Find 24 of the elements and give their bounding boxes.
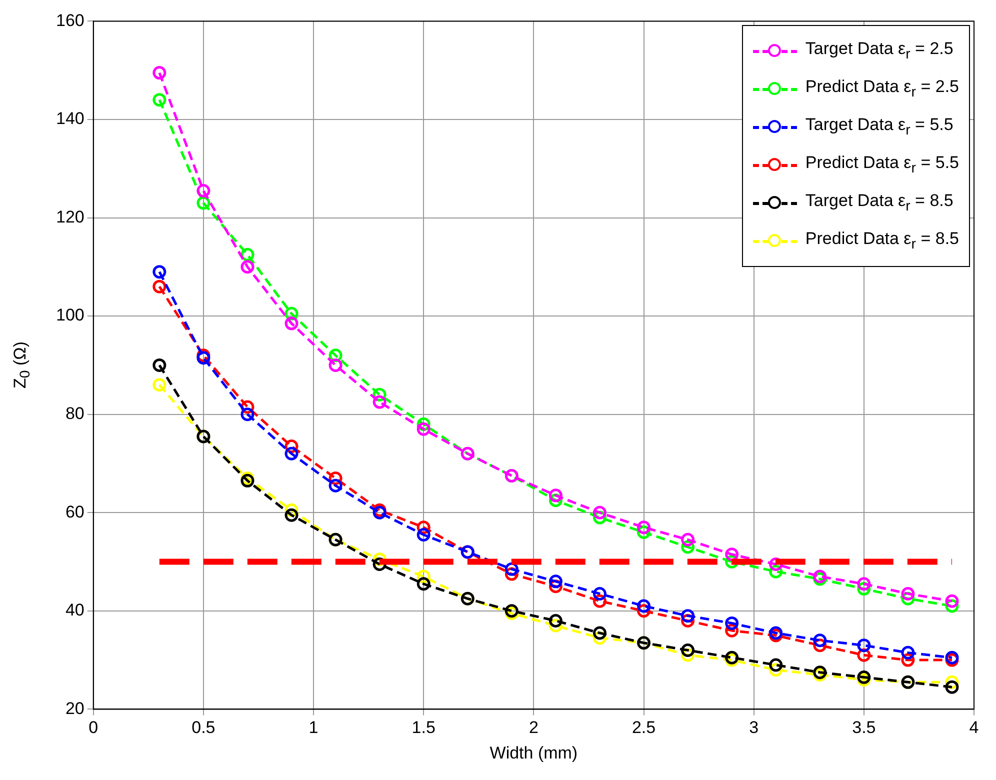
- legend-label: Target Data ε$_{r}$ = 8.5: [805, 191, 954, 215]
- y-tick-label: 160: [56, 10, 84, 30]
- legend-label: Predict Data ε$_{r}$ = 2.5: [805, 77, 959, 101]
- y-tick-label: 80: [65, 404, 84, 424]
- legend-label: Predict Data ε$_{r}$ = 8.5: [805, 229, 959, 253]
- x-tick-label: 3.5: [852, 718, 876, 738]
- y-tick-label: 140: [56, 109, 84, 128]
- x-tick-label: 2.5: [632, 718, 656, 738]
- x-tick-label: 1: [308, 718, 318, 738]
- x-tick-label: 0.5: [192, 718, 216, 738]
- x-tick-label: 4: [969, 718, 979, 738]
- y-tick-label: 120: [56, 207, 84, 226]
- y-tick-label: 20: [65, 698, 84, 718]
- x-tick-label: 1.5: [412, 718, 436, 738]
- legend-label: Target Data ε$_{r}$ = 5.5: [805, 115, 954, 139]
- x-tick-label: 0: [88, 718, 98, 738]
- y-tick-label: 60: [65, 502, 84, 522]
- x-tick-label: 3: [749, 718, 759, 738]
- y-tick-label: 100: [56, 306, 84, 325]
- y-tick-label: 40: [65, 600, 84, 620]
- x-axis-title: Width (mm): [490, 743, 578, 762]
- legend-label: Target Data ε$_{r}$ = 2.5: [805, 39, 954, 63]
- x-tick-label: 2: [528, 718, 538, 738]
- legend-label: Predict Data ε$_{r}$ = 5.5: [805, 153, 959, 177]
